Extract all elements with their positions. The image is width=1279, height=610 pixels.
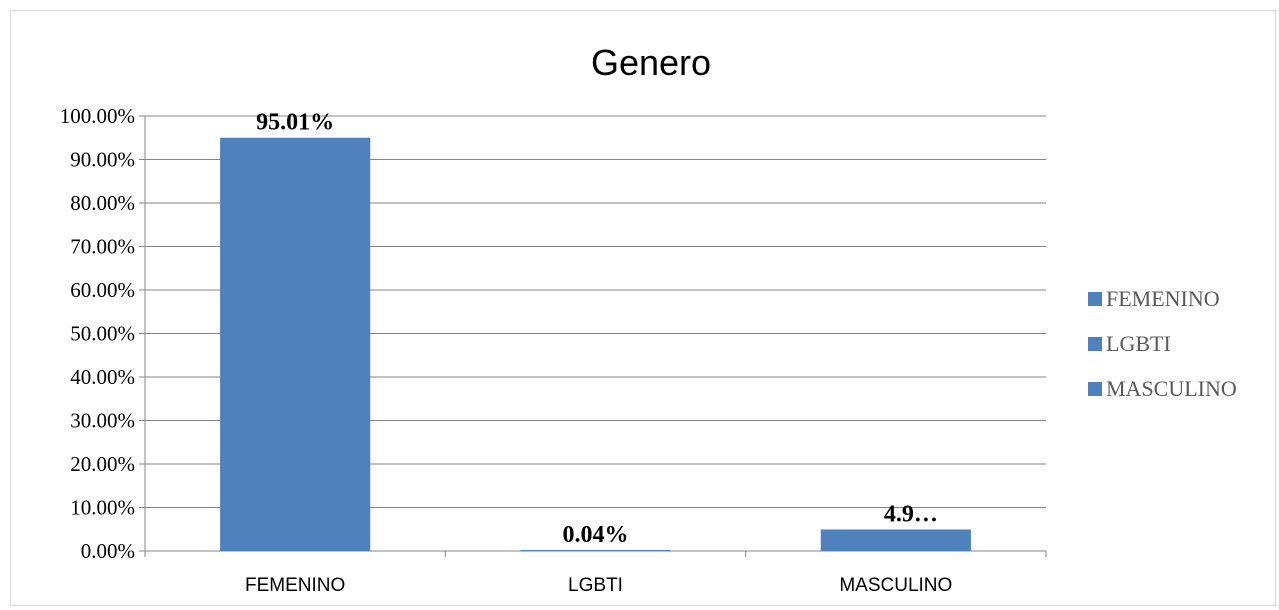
y-tick-label: 80.00% bbox=[70, 191, 135, 215]
y-axis-tick-labels: 0.00% 10.00% 20.00% 30.00% 40.00% 50.00% 60.00… bbox=[60, 104, 135, 563]
y-tick-label: 10.00% bbox=[70, 496, 135, 520]
x-tick-label: FEMENINO bbox=[245, 575, 345, 596]
y-tick-label: 0.00% bbox=[81, 539, 135, 563]
y-tick-label: 50.00% bbox=[70, 322, 135, 346]
x-tick-label: LGBTI bbox=[568, 575, 623, 596]
y-tick-label: 20.00% bbox=[70, 452, 135, 476]
bar-masculino bbox=[820, 529, 971, 551]
chart-title: Genero bbox=[591, 42, 711, 83]
data-label-masculino: 4.9… bbox=[884, 501, 938, 527]
y-tick-label: 70.00% bbox=[70, 235, 135, 259]
x-axis-tick-labels: FEMENINO LGBTI MASCULINO bbox=[245, 575, 952, 596]
legend-entry-masculino: MASCULINO bbox=[1106, 376, 1237, 401]
bar-femenino bbox=[220, 137, 371, 552]
legend-swatch bbox=[1088, 382, 1102, 396]
y-tick-label: 60.00% bbox=[70, 278, 135, 302]
bar-lgbti bbox=[520, 550, 671, 551]
legend-swatch bbox=[1088, 337, 1102, 351]
y-tick-label: 40.00% bbox=[70, 365, 135, 389]
data-labels: 95.01% 0.04% 4.9… bbox=[256, 110, 938, 548]
data-label-lgbti: 0.04% bbox=[563, 522, 629, 548]
y-tick-label: 100.00% bbox=[60, 104, 135, 128]
bars bbox=[220, 137, 971, 552]
data-label-femenino: 95.01% bbox=[256, 110, 334, 136]
legend-entry-femenino: FEMENINO bbox=[1106, 286, 1220, 311]
legend-entry-lgbti: LGBTI bbox=[1106, 331, 1171, 356]
legend: FEMENINO LGBTI MASCULINO bbox=[1088, 286, 1237, 401]
legend-swatch bbox=[1088, 292, 1102, 306]
y-tick-label: 30.00% bbox=[70, 409, 135, 433]
x-tick-label: MASCULINO bbox=[839, 575, 952, 596]
y-tick-label: 90.00% bbox=[70, 148, 135, 172]
